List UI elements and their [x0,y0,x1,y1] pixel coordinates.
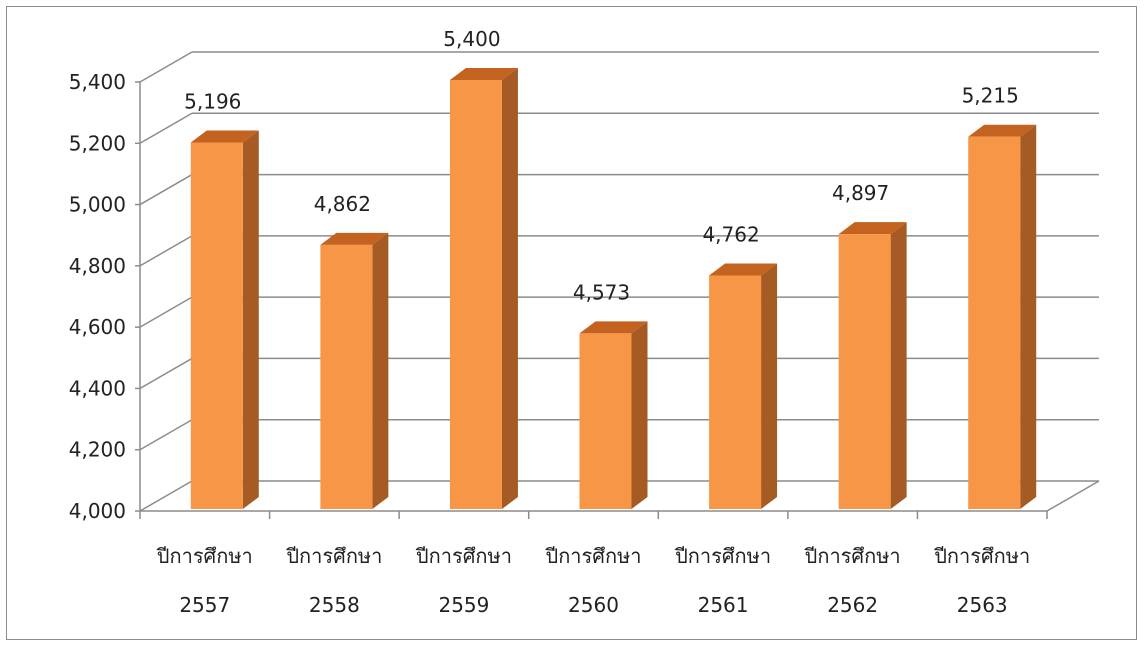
bar-top [449,68,518,80]
bar [190,142,243,510]
gridline-depth [139,419,193,451]
x-tick-label-year: 2562 [827,593,878,617]
y-tick-label: 5,400 [69,70,126,94]
gridline-depth [139,296,193,328]
bar-top [320,232,389,245]
x-tick-label: ปีการศึกษา [545,544,641,568]
x-tick-label-year: 2563 [957,593,1008,617]
y-tick-label: 4,000 [69,499,126,523]
bar [709,275,762,509]
x-tick-label-year: 2560 [568,593,619,617]
gridline-depth [139,112,193,144]
bar-top [579,321,648,334]
bar-side [501,68,518,509]
x-tick-label: ปีการศึกษา [675,544,771,568]
bar [449,80,502,509]
x-tick-label-year: 2557 [179,593,230,617]
data-label: 4,897 [832,181,889,205]
bar [838,234,891,509]
bar-side [242,130,259,510]
bar-chart: 4,000 4,200 4,400 4,600 4,800 5,000 5,200 5,400… [69,27,1100,617]
floor-edge [1046,480,1100,512]
bar-side [761,263,778,509]
x-tick-label: ปีการศึกษา [804,544,900,568]
bar [579,333,632,509]
chart-frame: 4,000 4,200 4,400 4,600 4,800 5,000 5,200 5,400… [6,6,1137,640]
y-tick-label: 5,000 [69,193,126,217]
bar-side [1020,124,1037,510]
bar-top [838,222,907,235]
y-tick-label: 4,200 [69,438,126,462]
data-label: 4,862 [314,192,371,216]
y-tick-label: 4,600 [69,315,126,339]
data-label: 5,400 [443,27,500,51]
gridline-depth [139,480,193,512]
x-tick-label-year: 2559 [438,593,489,617]
bar [320,244,373,509]
gridline-depth [139,357,193,390]
x-tick-label: ปีการศึกษา [157,544,253,568]
data-label: 5,215 [962,84,1019,108]
x-tick-label: ปีการศึกษา [286,544,382,568]
bar [968,136,1021,510]
x-tick-label: ปีการศึกษา [416,544,512,568]
y-tick-label: 4,800 [69,254,126,278]
bar-top [968,124,1037,137]
y-tick-label: 4,400 [69,376,126,400]
gridline-depth [139,173,193,206]
x-tick-label-year: 2558 [309,593,360,617]
bar-top [190,130,259,143]
gridline-depth [139,51,193,83]
y-tick-label: 5,200 [69,131,126,155]
data-label: 4,573 [573,280,630,304]
data-label: 5,196 [184,90,241,114]
bar-side [631,321,648,509]
x-tick-label-year: 2561 [698,593,749,617]
gridline-depth [139,235,193,267]
bar-side [372,232,389,509]
data-label: 4,762 [702,223,759,247]
x-tick-label: ปีการศึกษา [934,544,1030,568]
bar-top [709,263,778,276]
bar-side [890,222,907,509]
